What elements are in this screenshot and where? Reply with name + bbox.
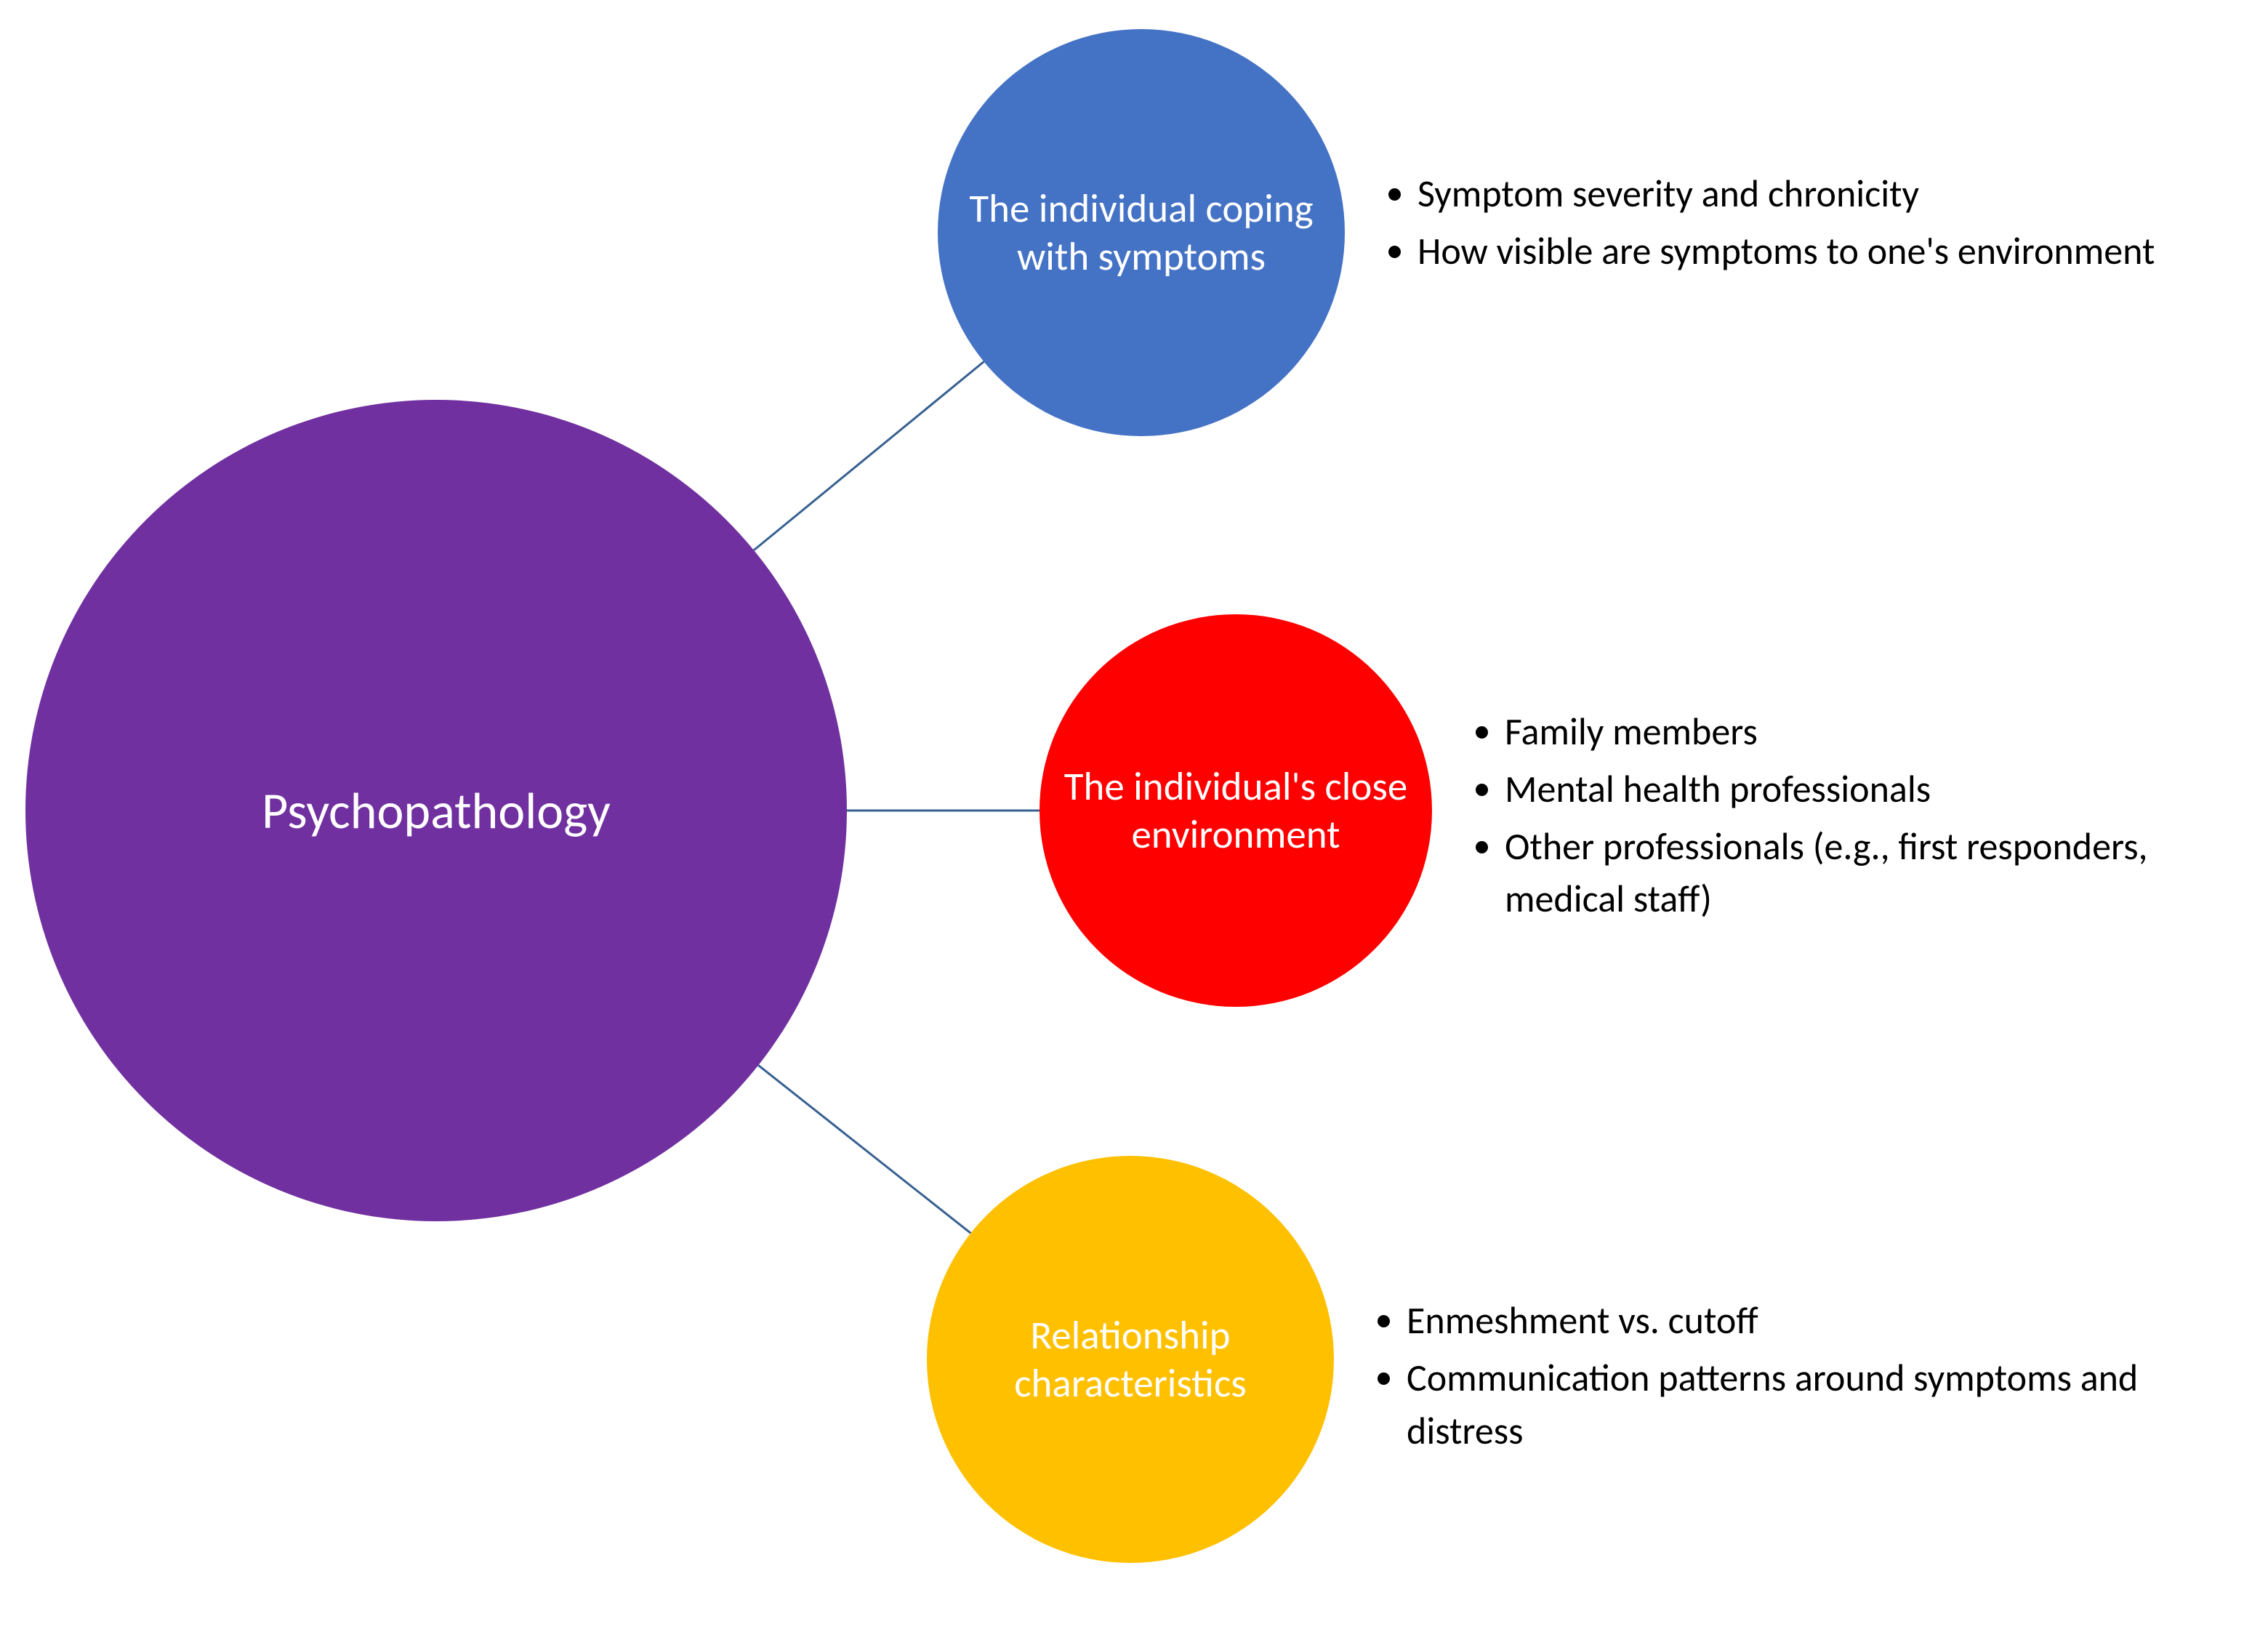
connector-line [758, 1065, 970, 1233]
sub-node-label: The individual coping with symptoms [960, 185, 1323, 281]
connector-line [754, 361, 984, 550]
sub-node-coping: The individual coping with symptoms [938, 29, 1345, 436]
bullet-item: Family members [1505, 705, 2268, 758]
bullet-item: Symptom severity and chronicity [1418, 167, 2155, 220]
sub-node-environment: The individual's close environment [1040, 614, 1432, 1007]
sub-node-label: The individual's close environment [1061, 763, 1410, 859]
bullet-item: Mental health professionals [1505, 763, 2268, 816]
main-node: Psychopathology [25, 400, 847, 1221]
bullets-coping: Symptom severity and chronicityHow visib… [1381, 167, 2155, 282]
bullet-item: Communication patterns around symptoms a… [1407, 1351, 2206, 1458]
bullet-item: Enmeshment vs. cutoff [1407, 1294, 2206, 1347]
bullets-relationship: Enmeshment vs. cutoffCommunication patte… [1370, 1294, 2206, 1461]
bullets-environment: Family membersMental health professional… [1468, 705, 2268, 930]
sub-node-relationship: Relationship characteristics [927, 1156, 1334, 1563]
sub-node-label: Relationship characteristics [949, 1311, 1312, 1407]
psychopathology-diagram: Psychopathology The individual coping wit… [0, 0, 2268, 1632]
bullet-item: How visible are symptoms to one's enviro… [1418, 225, 2155, 278]
bullet-item: Other professionals (e.g., first respond… [1505, 820, 2268, 926]
main-node-label: Psychopathology [262, 780, 611, 841]
